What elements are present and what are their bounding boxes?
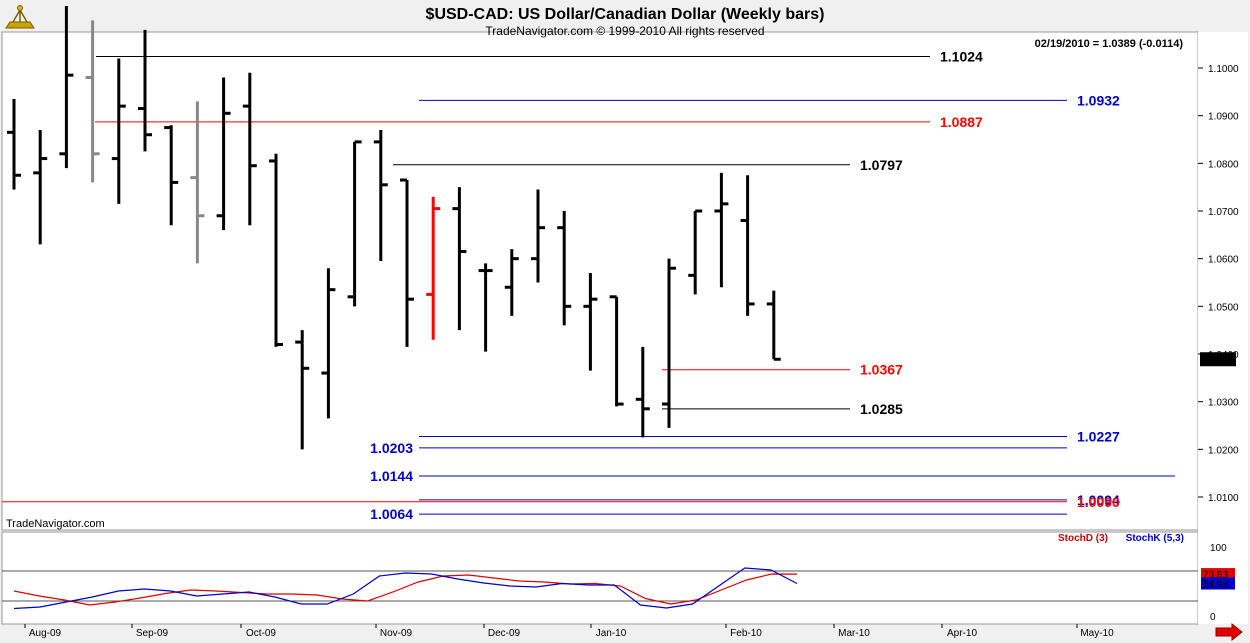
- ohlc-bar: [295, 330, 310, 450]
- ohlc-bar: [478, 263, 493, 352]
- last-quote-text: 02/19/2010 = 1.0389 (-0.0114): [1035, 38, 1184, 50]
- x-tick-label: Feb-10: [730, 628, 762, 639]
- ohlc-bar: [662, 258, 676, 428]
- ohlc-bar: [111, 58, 126, 204]
- stoch-line: [13, 573, 798, 606]
- ohlc-bar: [373, 129, 388, 262]
- ohlc-bar: [714, 172, 729, 288]
- ohlc-bar: [33, 129, 48, 245]
- level-label: 1.0887: [940, 114, 983, 130]
- ohlc-bar: [740, 175, 755, 316]
- ohlc-bar: [688, 209, 703, 295]
- ohlc-bar: [7, 98, 21, 190]
- ohlc-bar: [400, 178, 414, 347]
- y-axis-area: [1198, 32, 1248, 624]
- level-label: 1.0227: [1077, 428, 1120, 444]
- level-label: 1.0203: [370, 440, 413, 456]
- x-tick-label: Sep-09: [136, 628, 169, 639]
- x-tick-label: Nov-09: [380, 628, 413, 639]
- y-tick-label: 1.0800: [1208, 159, 1239, 170]
- level-label: 1.0094: [1077, 492, 1120, 508]
- ohlc-bar: [190, 101, 205, 264]
- x-tick-label: Apr-10: [947, 628, 977, 639]
- level-label: 1.0144: [370, 468, 413, 484]
- legend-stochd: StochD (3): [1058, 533, 1108, 544]
- level-label: 1.0367: [860, 362, 903, 378]
- legend-stochk: StochK (5,3): [1126, 533, 1184, 544]
- level-label: 1.0932: [1077, 92, 1120, 108]
- stochk-value-label: 54.98: [1203, 580, 1228, 591]
- ohlc-bar: [609, 295, 624, 407]
- stochk-value-tag: [1201, 577, 1235, 590]
- ohlc-bar: [452, 187, 467, 331]
- level-label: 1.0090: [1077, 494, 1120, 510]
- y-tick-label: 1.0900: [1208, 112, 1239, 123]
- stoch-line: [13, 567, 798, 610]
- y-tick-label: 1.0600: [1208, 255, 1239, 266]
- watermark-text: TradeNavigator.com: [6, 518, 105, 530]
- y-tick-label: 1.1000: [1208, 64, 1239, 75]
- ohlc-bar: [138, 29, 152, 152]
- level-label: 1.1024: [940, 49, 983, 65]
- y-tick-label: 1.0700: [1208, 207, 1239, 218]
- y-tick-label: 1.0100: [1208, 493, 1239, 504]
- x-tick-label: Aug-09: [29, 628, 62, 639]
- stoch-y-label: 100: [1210, 543, 1227, 554]
- ohlc-bar: [766, 290, 781, 361]
- ohlc-bar: [216, 77, 231, 231]
- ohlc-bar: [531, 189, 545, 283]
- price-y-axis: 1.01001.02001.03001.04001.05001.06001.07…: [1198, 64, 1239, 504]
- y-tick-label: 1.0300: [1208, 398, 1239, 409]
- y-tick-label: 1.0200: [1208, 445, 1239, 456]
- level-lines: 1.1024 1.0932 1.0887 1.0797 1.0367 1.0285 1.02…: [2, 49, 1175, 522]
- ohlc-bar: [557, 211, 572, 326]
- ohlc-bar: [269, 153, 283, 347]
- x-tick-label: Mar-10: [838, 628, 870, 639]
- stochastic-panel: [1, 531, 1199, 625]
- x-tick-label: May-10: [1080, 628, 1114, 639]
- level-label: 1.0797: [860, 157, 903, 173]
- ohlc-bar: [426, 196, 441, 340]
- stochd-value-label: 73.83: [1203, 570, 1228, 581]
- ohlc-bar: [85, 20, 100, 183]
- x-tick-label: Oct-09: [246, 628, 276, 639]
- scroll-right-arrow-icon[interactable]: [1215, 622, 1243, 642]
- chart-title: $USD-CAD: US Dollar/Canadian Dollar (Wee…: [426, 6, 825, 23]
- copyright-text: TradeNavigator.com © 1999-2010 All right…: [485, 24, 764, 38]
- stoch-y-label: 0: [1210, 612, 1216, 623]
- ohlc-bar: [583, 272, 598, 371]
- stochd-value-tag: [1201, 568, 1235, 581]
- ohlc-bar: [635, 346, 650, 438]
- ohlc-bar: [59, 6, 74, 169]
- date-x-axis: Aug-09 Sep-09 Oct-09 Nov-09 Dec-09 Jan-10 Feb-…: [24, 624, 1114, 639]
- ohlc-bar: [321, 268, 336, 419]
- x-tick-label: Jan-10: [596, 628, 627, 639]
- level-label: 1.0285: [860, 401, 903, 417]
- ohlc-bar: [504, 249, 519, 316]
- tradenavigator-logo-icon[interactable]: [5, 5, 35, 29]
- level-label: 1.0064: [370, 506, 413, 522]
- ohlc-bar: [347, 140, 362, 307]
- y-tick-label: 1.0500: [1208, 302, 1239, 313]
- x-tick-label: Dec-09: [488, 628, 521, 639]
- price-panel: [1, 31, 1199, 531]
- price-bars: [7, 6, 781, 450]
- ohlc-bar: [164, 125, 179, 226]
- ohlc-bar: [242, 72, 257, 226]
- last-price-tag: [1200, 352, 1236, 367]
- last-price-label: 1.0389: [1203, 355, 1234, 366]
